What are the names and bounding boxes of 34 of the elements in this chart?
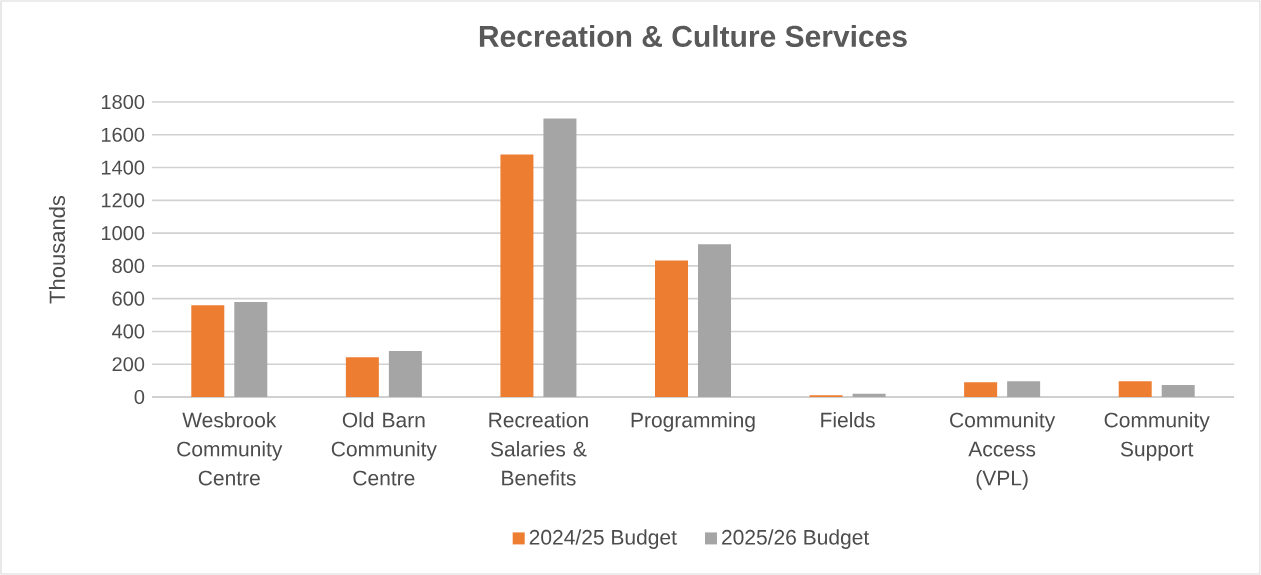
x-tick-label: Programming bbox=[631, 412, 755, 432]
bar bbox=[234, 301, 268, 397]
y-tick-label: 1000 bbox=[101, 226, 145, 241]
y-tick-label: 400 bbox=[112, 324, 145, 339]
bar bbox=[964, 382, 998, 397]
y-tick-label: 200 bbox=[112, 357, 145, 372]
x-tick-label: Fields bbox=[821, 412, 875, 428]
bar bbox=[500, 154, 534, 397]
bar bbox=[1007, 381, 1041, 397]
x-tick-label: Community Support bbox=[1104, 412, 1210, 461]
bar bbox=[191, 305, 225, 397]
bar bbox=[345, 357, 379, 397]
y-tick-label: 600 bbox=[112, 291, 145, 306]
legend-label: 2024/25 Budget bbox=[529, 529, 677, 549]
y-tick-label: 800 bbox=[112, 258, 145, 273]
x-tick-label: Community Access (VPL) bbox=[950, 412, 1056, 490]
y-tick-label: 1400 bbox=[101, 160, 145, 175]
bar bbox=[388, 351, 422, 397]
y-tick-label: 1200 bbox=[101, 193, 145, 208]
bar bbox=[698, 244, 731, 397]
bar bbox=[1161, 385, 1195, 397]
chart-title: Recreation & Culture Services bbox=[479, 24, 907, 48]
y-tick-label: 1600 bbox=[101, 127, 145, 142]
bar bbox=[1118, 381, 1152, 397]
y-tick-label: 0 bbox=[134, 389, 145, 405]
y-axis-title: Thousands bbox=[48, 195, 66, 304]
x-tick-label: Recreation Salaries & Benefits bbox=[489, 412, 588, 486]
bar bbox=[852, 393, 886, 397]
bar bbox=[543, 118, 577, 397]
bar bbox=[655, 260, 688, 397]
x-tick-label: Old Barn Community Centre bbox=[331, 412, 437, 486]
y-tick-label: 1800 bbox=[101, 94, 145, 110]
legend-label: 2025/26 Budget bbox=[722, 529, 870, 549]
x-tick-label: Wesbrook Community Centre bbox=[177, 412, 283, 486]
